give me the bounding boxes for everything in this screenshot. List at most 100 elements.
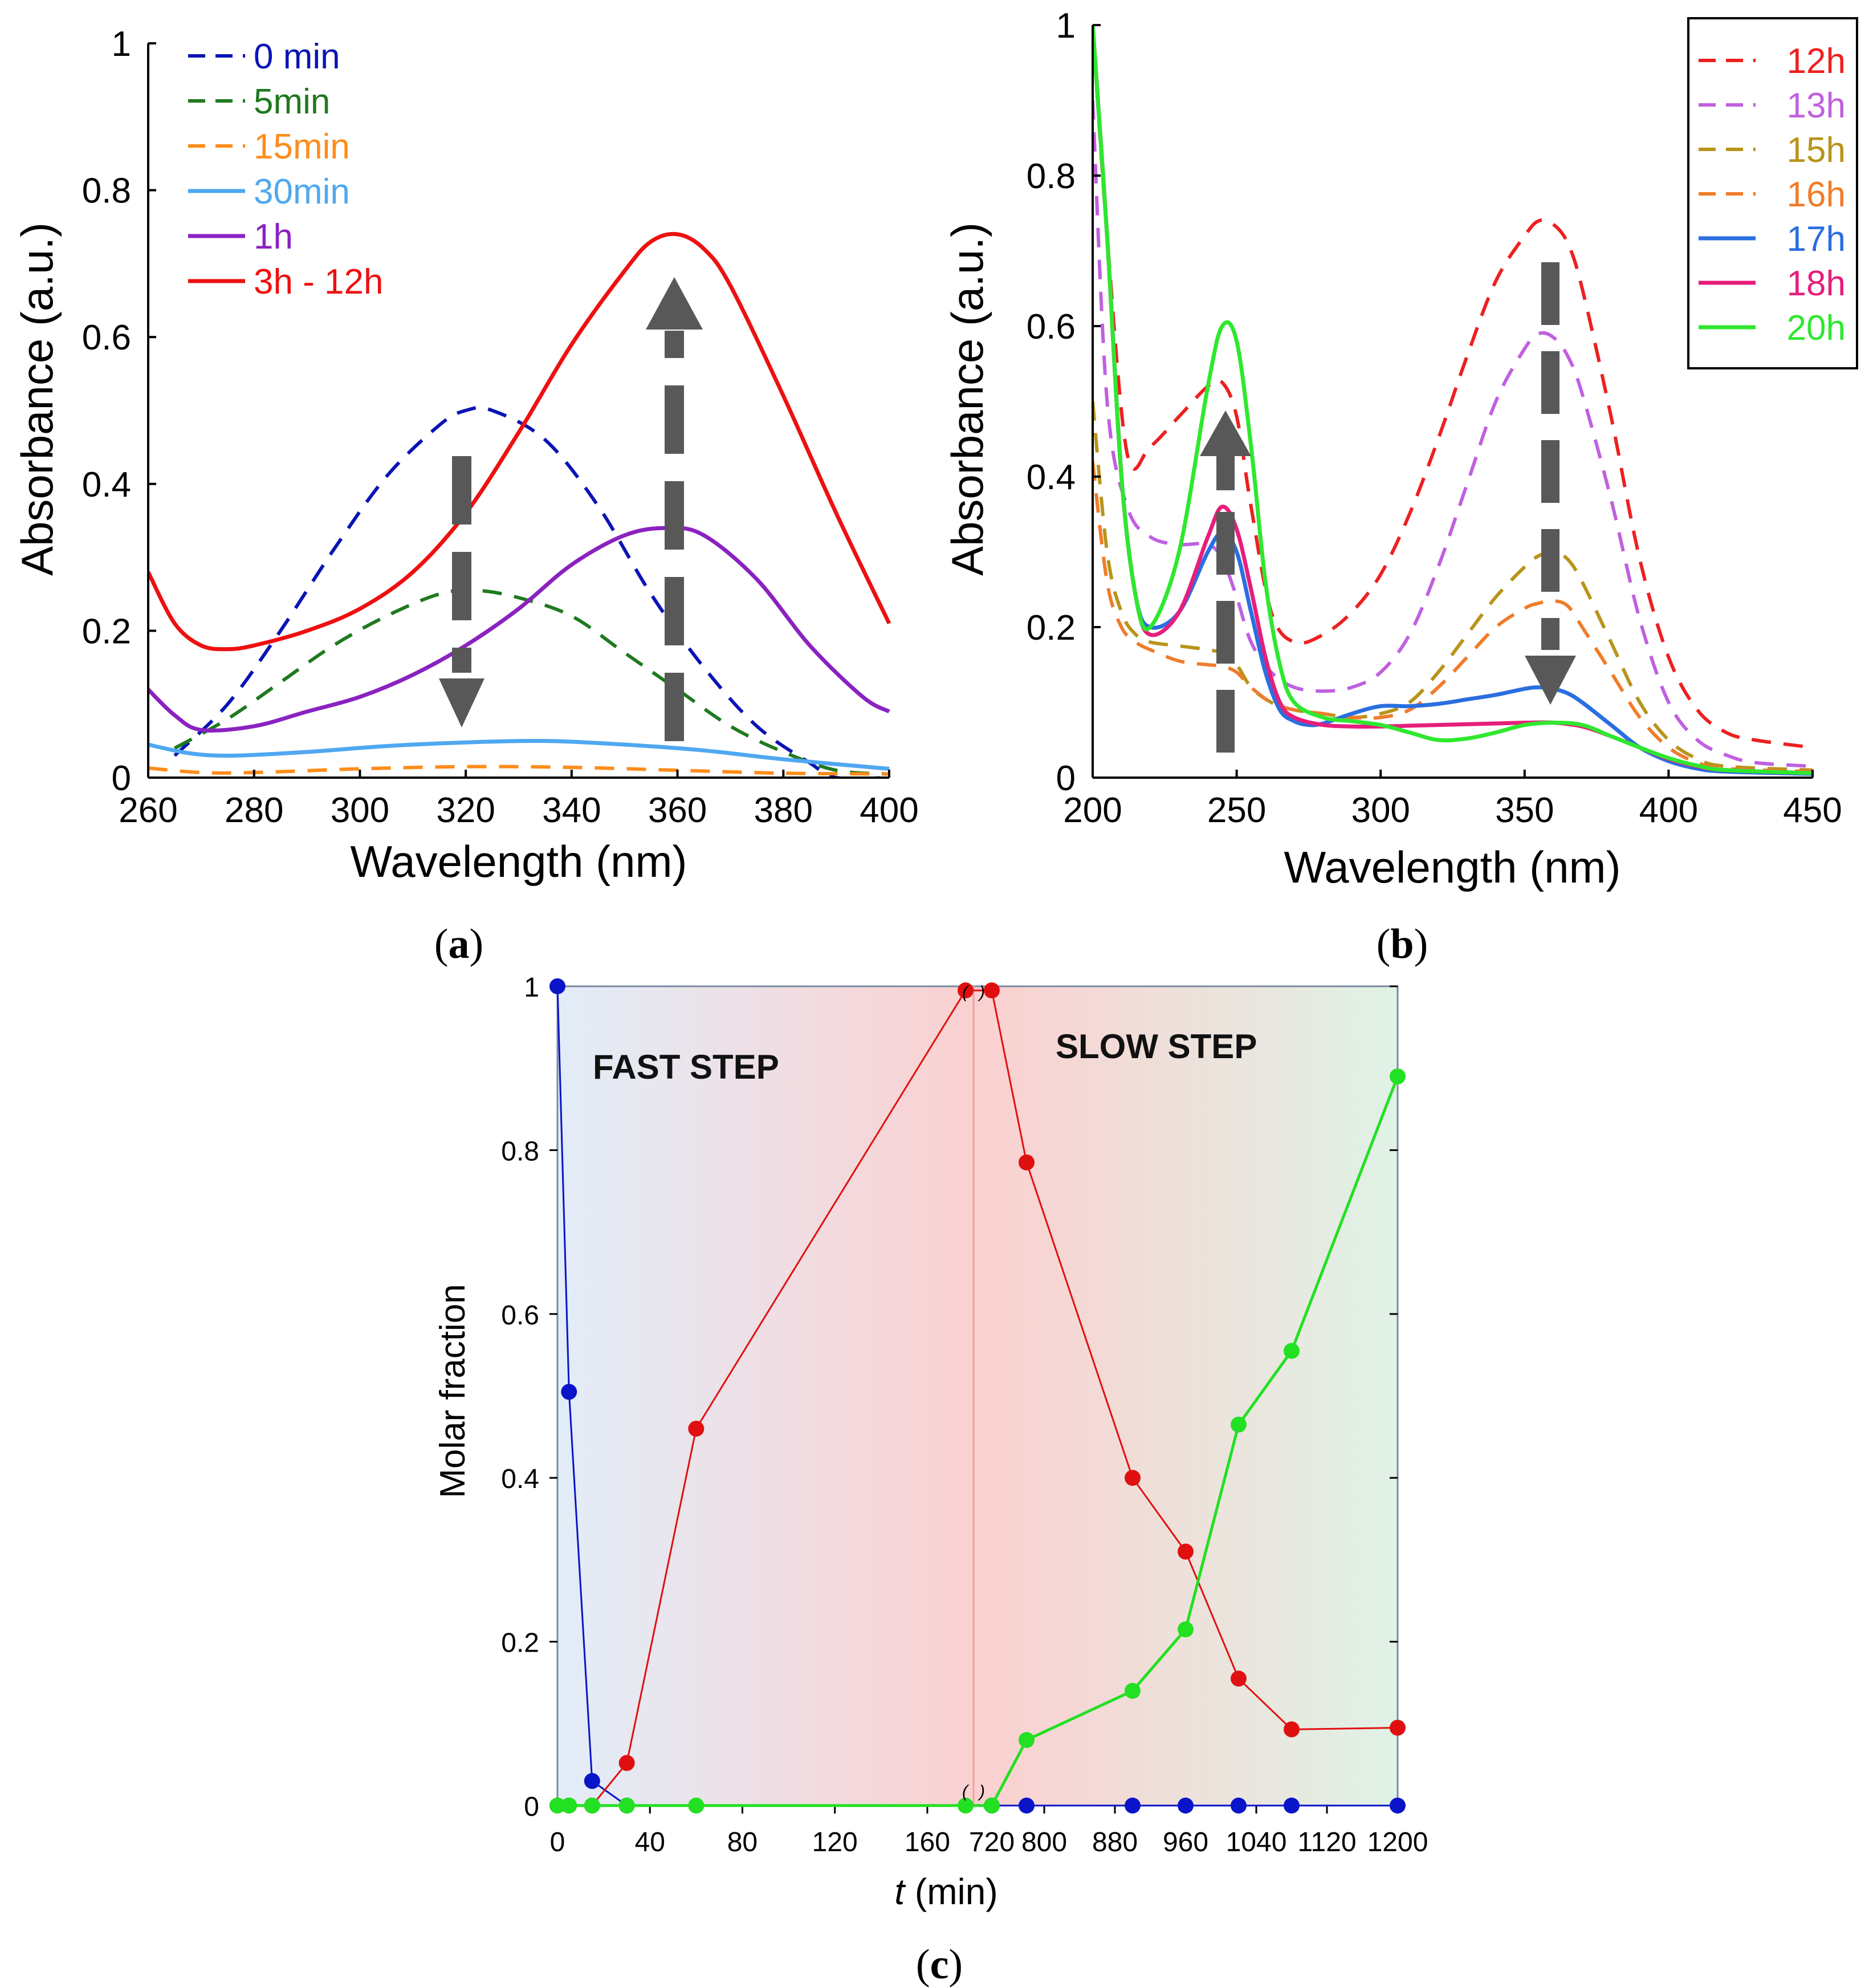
panel-a-label: (a) (434, 921, 483, 967)
panel-c: 00.20.40.60.810 40 80 120 160 720 800 880 960 104… (433, 973, 1428, 1988)
panel-a-legend: 0 min 5min 15min 30min 1h 3h - 12h (188, 37, 384, 302)
panel-b-axes (1092, 25, 1813, 779)
panel-a-series-3-line (148, 738, 890, 771)
panel-c-x-tick-label: 880 (1092, 1827, 1138, 1857)
panel-c-red-point (688, 1420, 705, 1437)
panel-a-series-1-line (173, 588, 890, 776)
panel-a-x-tick-label: 380 (754, 791, 813, 830)
panel-a-x-label: Wavelength (nm) (351, 836, 687, 887)
panel-c-series (549, 978, 1406, 1814)
panel-c-green-point (1231, 1416, 1247, 1433)
panel-a-y-tick-label: 0.8 (82, 172, 131, 211)
panel-b-legend-label: 15h (1787, 131, 1846, 170)
panel-c-x-tick-label: 720 (969, 1827, 1015, 1857)
panel-b-y-label: Absorbance (a.u.) (942, 222, 992, 576)
panel-c-label: (c) (916, 1941, 963, 1988)
panel-c-green-point (958, 1798, 974, 1814)
panel-c-red-point (958, 982, 974, 999)
panel-b-x-tick-label: 400 (1639, 791, 1698, 830)
panel-c-x-label: t (min) (894, 1871, 997, 1912)
panel-b-legend-box (1687, 17, 1858, 369)
panel-a-x-tick-label: 340 (542, 791, 601, 830)
panel-a-x-tick-label: 280 (225, 791, 283, 830)
panel-c-green-point (584, 1798, 600, 1814)
panel-a-legend-label: 1h (254, 217, 293, 257)
panel-b-ticks: 200 250 300 350 400 450 0 0.2 0.4 0.6 0.8 1 (1027, 6, 1842, 830)
panel-b-down-arrow (1525, 262, 1576, 705)
panel-c-annotation-fast: FAST STEP (593, 1048, 779, 1086)
panel-c-green-point (1178, 1621, 1194, 1638)
panel-b-series-0-line (1093, 25, 1813, 750)
panel-c-green-point (549, 1798, 565, 1814)
panel-c-green-point (984, 1798, 1000, 1814)
panel-a-series-0-line (173, 406, 889, 778)
panel-c-green-point (1284, 1343, 1300, 1359)
panel-c-y-tick-label: 1 (524, 973, 539, 1003)
panel-c-blue-point (549, 978, 565, 994)
panel-a-ticks: 260 280 300 320 340 360 380 400 0 0.2 0.4 0.6 0.8 1 (82, 25, 919, 830)
panel-c-y-tick-label: 0 (524, 1792, 539, 1822)
panel-b-series-2-line (1093, 401, 1813, 772)
panel-b-x-tick-label: 300 (1351, 791, 1410, 830)
panel-b-x-tick-label: 450 (1783, 791, 1842, 830)
panel-b-curves (1093, 25, 1813, 776)
panel-c-x-tick-label: 960 (1163, 1827, 1208, 1857)
panel-a-x-tick-label: 400 (860, 791, 918, 830)
panel-c-blue-point (1125, 1798, 1141, 1814)
panel-c-green-point (1125, 1682, 1141, 1699)
panel-c-axis-break: () () (962, 983, 985, 1801)
panel-c-blue-point (1231, 1798, 1247, 1814)
panel-a-legend-label: 5min (254, 82, 330, 121)
panel-a-y-tick-label: 0.6 (82, 318, 131, 357)
panel-a-series-2-line (148, 765, 890, 776)
panel-b-y-tick-label: 0.2 (1027, 608, 1076, 648)
panel-b-arrows (1200, 262, 1576, 753)
panel-c-break-mark: ) (978, 1782, 985, 1801)
panel-b-legend-label: 13h (1787, 86, 1846, 125)
panel-a-y-tick-label: 0 (112, 759, 131, 798)
panel-c-green-point (561, 1798, 577, 1814)
panel-a-x-tick-label: 300 (331, 791, 389, 830)
panel-c-green-point (688, 1798, 705, 1814)
panel-b-legend-label: 17h (1787, 219, 1846, 259)
panel-c-red-point (1231, 1670, 1247, 1687)
panel-b-y-tick-label: 0.4 (1027, 458, 1076, 497)
panel-c-break-mark: ( (962, 1782, 970, 1801)
panel-c-break-mark: ) (978, 983, 985, 1002)
panel-b-x-tick-label: 350 (1495, 791, 1554, 830)
panel-a-down-arrow (439, 456, 484, 727)
panel-c-y-tick-label: 0.8 (501, 1136, 539, 1166)
panel-c-y-label: Molar fraction (433, 1284, 473, 1498)
panel-b-legend-label: 18h (1787, 264, 1846, 303)
panel-b-legend-label: 20h (1787, 308, 1846, 348)
panel-c-blue-point (1284, 1798, 1300, 1814)
panel-b-y-tick-label: 0.8 (1027, 157, 1076, 196)
panel-b-x-tick-label: 200 (1063, 791, 1122, 830)
panel-b-label: (b) (1377, 921, 1428, 967)
panel-c-annotation-slow: SLOW STEP (1056, 1027, 1257, 1066)
panel-c-background (556, 985, 1399, 1807)
panel-a-axes (147, 43, 889, 779)
panel-b-legend-label: 16h (1787, 175, 1846, 214)
panel-a-legend-label: 0 min (254, 37, 340, 76)
panel-a-series-5-line (148, 231, 891, 652)
panel-a-legend-label: 30min (254, 172, 350, 212)
panel-b-x-tick-label: 250 (1207, 791, 1266, 830)
panel-c-y-tick-label: 0.6 (501, 1300, 539, 1331)
panel-c-red-point (1284, 1721, 1300, 1738)
panel-b-up-arrow (1200, 410, 1251, 753)
panel-c-red-point (1390, 1719, 1406, 1736)
panel-c-red-point (1178, 1543, 1194, 1560)
panel-b-x-label: Wavelength (nm) (1284, 842, 1621, 892)
panel-c-blue-point (1390, 1798, 1406, 1814)
panel-c-blue-point (584, 1772, 600, 1789)
panel-c-x-tick-label: 120 (812, 1827, 858, 1857)
panel-a-series-4-line (148, 526, 890, 733)
panel-a-arrows (439, 277, 703, 741)
panel-b-y-tick-label: 1 (1056, 6, 1076, 46)
panel-c-x-tick-label: 1040 (1226, 1827, 1287, 1857)
panel-c-red-point (1019, 1154, 1035, 1170)
panel-c-red-point (618, 1755, 635, 1771)
panel-a-y-tick-label: 1 (112, 25, 131, 64)
